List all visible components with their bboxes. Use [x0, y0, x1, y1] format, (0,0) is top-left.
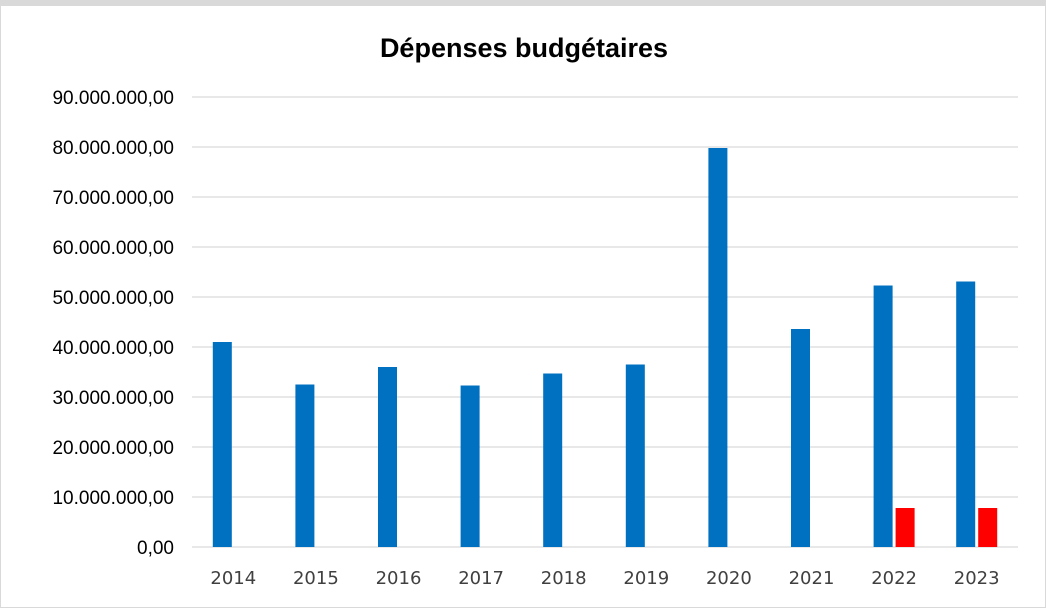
y-axis-tick-labels: 0,00 10.000.000,00 20.000.000,00 30.000.000…	[52, 88, 174, 559]
x-tick-label: 2019	[623, 568, 669, 589]
bar-2018-series-1	[543, 373, 563, 547]
x-axis-tick-labels: 2014 2015 2016 2017 2018 2019 2020 2021 2022 2023	[210, 568, 999, 589]
bar-2016-series-1	[378, 367, 397, 547]
y-tick-label: 80.000.000,00	[52, 138, 174, 159]
x-tick-label: 2023	[954, 568, 1000, 589]
x-tick-label: 2014	[210, 568, 256, 589]
y-tick-label: 90.000.000,00	[52, 88, 174, 109]
bars	[212, 148, 998, 547]
bar-2022-series-2	[895, 508, 915, 547]
bar-2021-series-1	[791, 329, 810, 547]
y-tick-label: 30.000.000,00	[52, 388, 174, 409]
y-tick-label: 10.000.000,00	[52, 488, 174, 509]
y-tick-label: 20.000.000,00	[52, 438, 174, 459]
y-tick-label: 50.000.000,00	[52, 288, 174, 309]
bar-2015-series-1	[295, 384, 315, 547]
x-tick-label: 2018	[541, 568, 587, 589]
x-tick-label: 2017	[458, 568, 504, 589]
x-tick-label: 2016	[376, 568, 422, 589]
gridlines	[192, 96, 1018, 548]
bar-2017-series-1	[460, 385, 480, 547]
y-tick-label: 40.000.000,00	[52, 338, 174, 359]
x-tick-label: 2022	[871, 568, 917, 589]
y-tick-label: 0,00	[137, 538, 174, 559]
x-tick-label: 2020	[706, 568, 752, 589]
x-tick-label: 2015	[293, 568, 339, 589]
bar-2014-series-1	[212, 342, 232, 547]
bar-2020-series-1	[708, 148, 728, 547]
bar-2023-series-1	[956, 281, 976, 547]
x-tick-label: 2021	[789, 568, 835, 589]
bar-2022-series-1	[873, 285, 893, 547]
y-tick-label: 60.000.000,00	[52, 238, 174, 259]
bar-2019-series-1	[625, 364, 645, 547]
y-tick-label: 70.000.000,00	[52, 188, 174, 209]
chart-title: Dépenses budgétaires	[380, 33, 668, 63]
bar-2023-series-2	[978, 508, 998, 547]
